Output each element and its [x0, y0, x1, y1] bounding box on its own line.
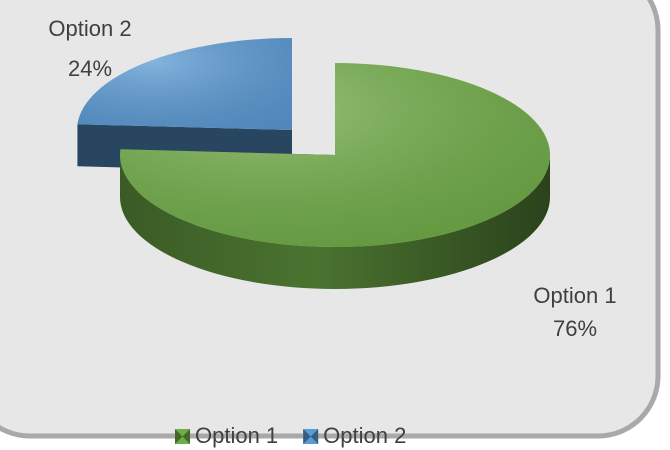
legend-label: Option 1	[195, 423, 278, 448]
legend-marker-shade	[175, 429, 190, 444]
legend-marker-shade	[303, 429, 319, 444]
slice-side-shade	[120, 155, 550, 289]
slice-shine	[120, 63, 550, 247]
data-label-category: Option 2	[48, 16, 131, 41]
slice	[120, 63, 550, 289]
data-label-category: Option 1	[533, 283, 616, 308]
legend: Option 1 Option 2	[175, 423, 406, 448]
data-labels: Option 2 24% Option 1 76%	[48, 16, 616, 341]
data-label-value: 24%	[68, 56, 112, 81]
slice-shine	[77, 38, 292, 130]
pie	[77, 38, 550, 289]
legend-marker	[175, 429, 190, 444]
data-label-value: 76%	[553, 316, 597, 341]
slice	[77, 38, 292, 172]
legend-marker	[303, 429, 319, 444]
legend-label: Option 2	[323, 423, 406, 448]
